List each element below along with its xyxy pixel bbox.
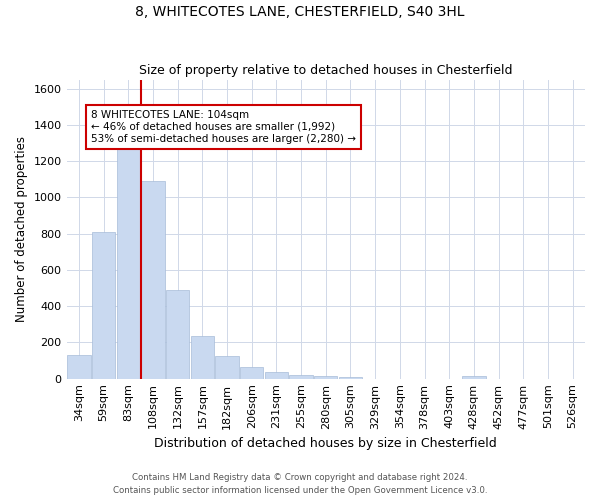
Bar <box>462 376 485 378</box>
X-axis label: Distribution of detached houses by size in Chesterfield: Distribution of detached houses by size … <box>154 437 497 450</box>
Bar <box>265 372 288 378</box>
Bar <box>240 367 263 378</box>
Bar <box>166 290 190 378</box>
Bar <box>314 376 337 378</box>
Bar <box>116 143 140 378</box>
Bar <box>67 355 91 378</box>
Bar <box>289 374 313 378</box>
Text: 8, WHITECOTES LANE, CHESTERFIELD, S40 3HL: 8, WHITECOTES LANE, CHESTERFIELD, S40 3H… <box>135 5 465 19</box>
Bar <box>141 181 164 378</box>
Bar <box>215 356 239 378</box>
Y-axis label: Number of detached properties: Number of detached properties <box>15 136 28 322</box>
Bar <box>92 232 115 378</box>
Text: Contains HM Land Registry data © Crown copyright and database right 2024.
Contai: Contains HM Land Registry data © Crown c… <box>113 474 487 495</box>
Bar <box>191 336 214 378</box>
Text: 8 WHITECOTES LANE: 104sqm
← 46% of detached houses are smaller (1,992)
53% of se: 8 WHITECOTES LANE: 104sqm ← 46% of detac… <box>91 110 356 144</box>
Bar <box>339 376 362 378</box>
Title: Size of property relative to detached houses in Chesterfield: Size of property relative to detached ho… <box>139 64 512 77</box>
